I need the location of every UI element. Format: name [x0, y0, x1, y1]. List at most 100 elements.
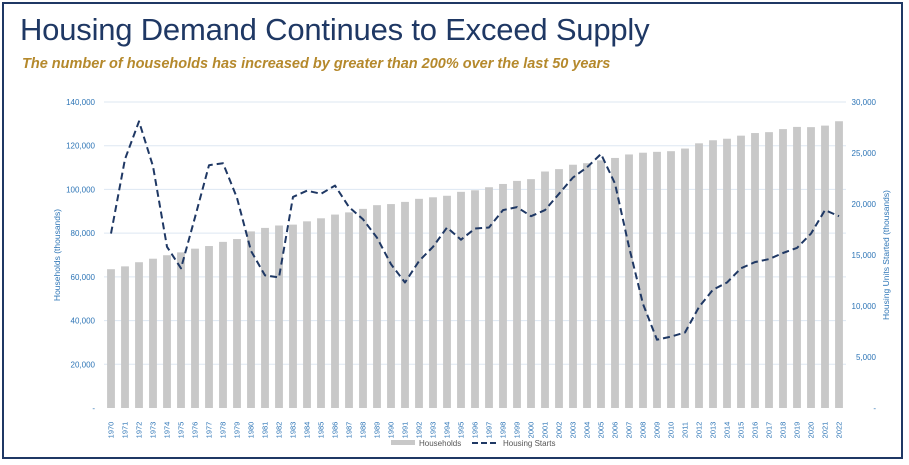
x-tick-label: 1989 [373, 422, 382, 439]
x-tick-label: 1979 [233, 422, 242, 439]
page-subtitle: The number of households has increased b… [22, 56, 611, 72]
x-tick-label: 2008 [639, 422, 648, 439]
housing-starts-line [110, 120, 840, 341]
x-tick-label: 1975 [177, 422, 186, 439]
x-tick-label: 1984 [303, 422, 312, 439]
x-tick-label: 1972 [135, 422, 144, 439]
right-tick-label: 10,000 [852, 302, 877, 311]
households-bar [135, 262, 143, 408]
x-tick-label: 1995 [457, 422, 466, 439]
legend-households-label: Households [419, 439, 461, 448]
left-tick-label: 120,000 [66, 142, 95, 151]
x-tick-label: 2003 [569, 422, 578, 439]
households-bar [149, 258, 157, 408]
x-tick-label: 2009 [653, 422, 662, 439]
x-tick-label: 2005 [597, 422, 606, 439]
x-tick-label: 2016 [751, 422, 760, 439]
households-bar [205, 246, 213, 408]
households-bar [247, 231, 255, 408]
households-bar [625, 154, 633, 408]
households-bar [555, 169, 563, 408]
x-tick-label: 1987 [345, 422, 354, 439]
right-tick-label: - [873, 404, 876, 413]
x-tick-label: 2006 [611, 422, 620, 439]
x-tick-label: 1974 [163, 422, 172, 439]
right-axis-label: Housing Units Started (thousands) [881, 190, 891, 320]
households-bar [331, 214, 339, 408]
right-tick-label: 20,000 [852, 200, 877, 209]
x-tick-label: 2017 [765, 422, 774, 439]
x-tick-label: 2010 [667, 422, 676, 439]
households-bar [359, 208, 367, 408]
households-bar [541, 171, 549, 408]
x-tick-label: 1990 [387, 422, 396, 439]
x-tick-label: 1985 [317, 422, 326, 439]
x-tick-label: 1982 [275, 422, 284, 439]
x-tick-label: 2015 [737, 422, 746, 439]
households-bar [835, 121, 843, 408]
x-tick-label: 2000 [527, 422, 536, 439]
x-tick-label: 1980 [247, 422, 256, 439]
x-tick-label: 1996 [471, 422, 480, 439]
x-tick-label: 1983 [289, 422, 298, 439]
households-bar [793, 126, 801, 408]
households-bar [821, 125, 829, 408]
households-bar [653, 151, 661, 408]
households-bar [415, 198, 423, 408]
legend-households-swatch [391, 440, 415, 445]
households-bar [779, 129, 787, 409]
households-bar [107, 269, 115, 408]
households-bar [275, 225, 283, 408]
x-tick-label: 2022 [835, 422, 844, 439]
left-tick-label: - [92, 404, 95, 413]
x-tick-label: 1992 [415, 422, 424, 439]
x-tick-label: 1998 [499, 422, 508, 439]
households-bar [443, 195, 451, 408]
x-tick-label: 1973 [149, 422, 158, 439]
households-bar [121, 266, 129, 408]
right-tick-label: 5,000 [856, 353, 877, 362]
households-bar [457, 191, 465, 408]
x-tick-label: 1994 [443, 422, 452, 439]
households-bar [429, 197, 437, 408]
x-axis-ticks: 1970 1971 1972 1973 1974 1975 1976 1977 1978 1979… [107, 422, 844, 439]
x-tick-label: 2014 [723, 422, 732, 439]
x-tick-label: 2004 [583, 422, 592, 439]
right-axis-ticks: - 5,000 10,000 15,000 20,000 25,000 30,000 [852, 98, 877, 413]
x-tick-label: 1978 [219, 422, 228, 439]
households-bar [471, 190, 479, 408]
x-tick-label: 2001 [541, 422, 550, 439]
households-bar [373, 205, 381, 408]
households-bar [611, 157, 619, 408]
x-tick-label: 2007 [625, 422, 634, 439]
households-bar [583, 163, 591, 408]
households-bar [723, 138, 731, 408]
housing-starts-line-group [110, 120, 840, 341]
households-bar [751, 133, 759, 408]
left-axis-ticks: - 20,000 40,000 60,000 80,000 100,000 120,000 1… [66, 98, 95, 413]
left-axis-label: Households (thousands) [52, 209, 62, 301]
households-bar [401, 201, 409, 408]
x-tick-label: 1988 [359, 422, 368, 439]
right-tick-label: 15,000 [852, 251, 877, 260]
households-bar [387, 204, 395, 408]
x-tick-label: 1970 [107, 422, 116, 439]
left-tick-label: 100,000 [66, 185, 95, 194]
households-bar [569, 164, 577, 408]
households-bar [499, 183, 507, 408]
households-bar [485, 187, 493, 408]
households-bar [737, 135, 745, 408]
households-bar [667, 151, 675, 408]
x-tick-label: 1977 [205, 422, 214, 439]
right-tick-label: 30,000 [852, 98, 877, 107]
x-tick-label: 2011 [681, 422, 690, 438]
households-bar [597, 160, 605, 408]
households-bar [709, 140, 717, 408]
x-tick-label: 1993 [429, 422, 438, 439]
households-bar [233, 239, 241, 408]
left-tick-label: 20,000 [71, 360, 96, 369]
households-bar [807, 127, 815, 408]
households-bar [513, 180, 521, 408]
x-tick-label: 1997 [485, 422, 494, 439]
households-bar [345, 212, 353, 408]
